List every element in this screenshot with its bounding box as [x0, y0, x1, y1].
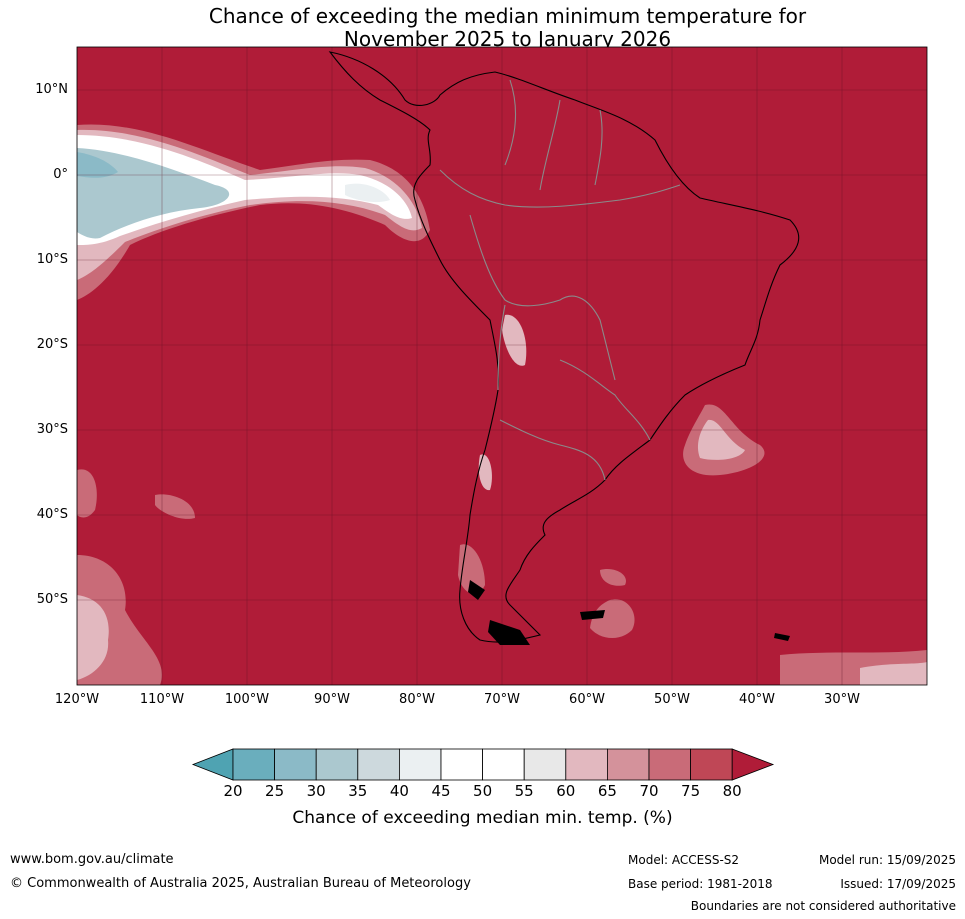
base-period-text: Base period: 1981-2018 — [628, 877, 773, 891]
colorbar-segment-30-35 — [315, 748, 359, 781]
colorbar-segment-20-25 — [232, 748, 275, 781]
colorbar-segment-25-30 — [274, 748, 317, 781]
lat-label-10s: 10°S — [36, 252, 68, 267]
lon-label-90w: 90°W — [314, 692, 350, 707]
colorbar-tick-65: 65 — [597, 782, 617, 800]
lon-label-120w: 120°W — [54, 692, 100, 707]
map-title-line-1: Chance of exceeding the median minimum t… — [208, 4, 807, 28]
lon-label-70w: 70°W — [484, 692, 520, 707]
lon-label-30w: 30°W — [824, 692, 860, 707]
lat-label-30s: 30°S — [36, 422, 68, 437]
colorbar-segment-45-50 — [440, 748, 483, 781]
equatorial-pacific-anomaly — [77, 124, 430, 300]
colorbar-tick-25: 25 — [265, 782, 285, 800]
colorbar-segment-70-75 — [648, 748, 691, 781]
colorbar-label: Chance of exceeding median min. temp. (%… — [292, 808, 673, 828]
colorbar-segment-35-40 — [357, 748, 400, 781]
lon-label-50w: 50°W — [654, 692, 690, 707]
colorbar-tick-50: 50 — [473, 782, 493, 800]
disclaimer-text: Boundaries are not considered authoritat… — [690, 899, 956, 913]
colorbar-tick-20: 20 — [223, 782, 243, 800]
colorbar-segment-40-45 — [398, 748, 442, 781]
colorbar-tick-35: 35 — [348, 782, 368, 800]
map-title-line-2: November 2025 to January 2026 — [343, 27, 672, 51]
lat-label-20s: 20°S — [36, 337, 68, 352]
colorbar-segment-65-70 — [607, 748, 650, 781]
colorbar-extend-high — [731, 748, 775, 781]
colorbar-tick-30: 30 — [306, 782, 326, 800]
website-text: www.bom.gov.au/climate — [10, 852, 174, 867]
colorbar-segment-50-55 — [482, 748, 525, 781]
lon-label-110w: 110°W — [139, 692, 185, 707]
colorbar-segment-75-80 — [690, 748, 733, 781]
south-america-coastline — [328, 51, 800, 643]
colorbar-tick-80: 80 — [722, 782, 742, 800]
lon-label-60w: 60°W — [569, 692, 605, 707]
model-text: Model: ACCESS-S2 — [628, 853, 740, 867]
lat-label-40s: 40°S — [36, 507, 68, 522]
country-borders — [439, 79, 681, 481]
lat-label-10n: 10°N — [35, 82, 68, 97]
copyright-text: © Commonwealth of Australia 2025, Austra… — [10, 876, 471, 891]
issued-text: Issued: 17/09/2025 — [840, 877, 956, 891]
southwest-pacific-anomaly — [77, 469, 195, 685]
colorbar-tick-45: 45 — [431, 782, 451, 800]
patagonia-islands — [468, 580, 790, 645]
colorbar-extend-low — [191, 748, 234, 781]
lat-label-0: 0° — [53, 167, 68, 182]
colorbar-segment-55-60 — [523, 748, 567, 781]
colorbar-tick-60: 60 — [556, 782, 576, 800]
colorbar-tick-75: 75 — [681, 782, 701, 800]
lat-label-50s: 50°S — [36, 592, 68, 607]
colorbar-tick-55: 55 — [514, 782, 534, 800]
model-run-text: Model run: 15/09/2025 — [818, 853, 956, 867]
lon-label-40w: 40°W — [739, 692, 775, 707]
colorbar-tick-40: 40 — [389, 782, 409, 800]
colorbar-tick-70: 70 — [639, 782, 659, 800]
lon-label-100w: 100°W — [224, 692, 270, 707]
map-gridlines — [77, 47, 927, 685]
colorbar-segment-60-65 — [565, 748, 608, 781]
lon-label-80w: 80°W — [399, 692, 435, 707]
